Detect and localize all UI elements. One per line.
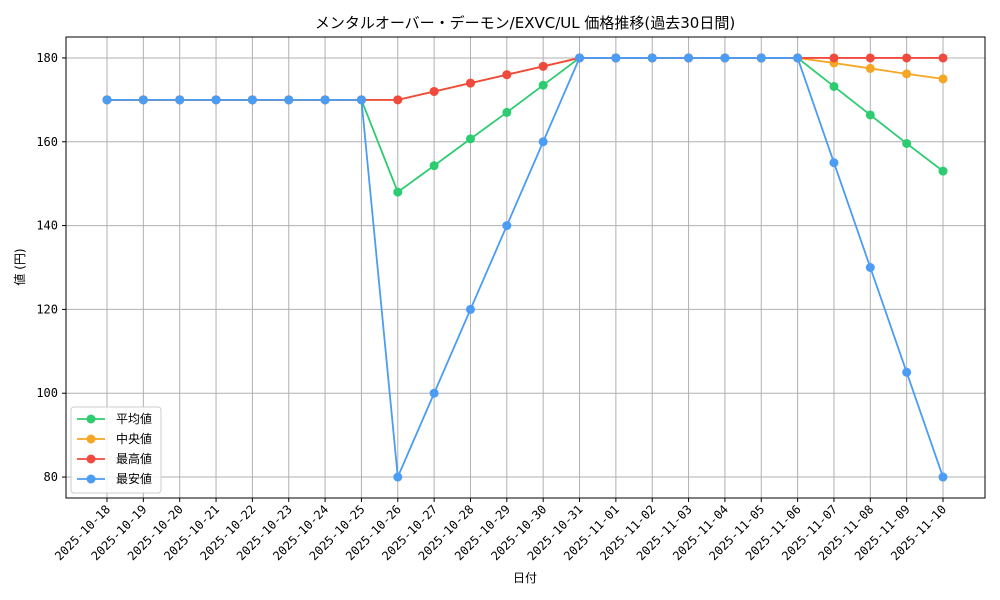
- data-point: [938, 74, 948, 84]
- legend-item: 中央値: [77, 431, 152, 446]
- legend-item: 最安値: [77, 471, 152, 486]
- series-line: [107, 57, 944, 194]
- data-point: [865, 63, 875, 73]
- data-point: [429, 388, 439, 398]
- legend-label: 平均値: [116, 411, 152, 426]
- data-point: [902, 69, 912, 79]
- data-point: [538, 137, 548, 147]
- data-point: [102, 95, 112, 105]
- data-point: [211, 95, 221, 105]
- data-point: [756, 53, 766, 63]
- data-point: [247, 95, 257, 105]
- legend-item: 平均値: [77, 411, 152, 426]
- data-point: [538, 80, 548, 90]
- data-point: [393, 187, 403, 197]
- legend-box: [70, 406, 162, 494]
- data-point: [938, 53, 948, 63]
- data-point: [865, 263, 875, 272]
- x-axis-label: 日付: [513, 571, 537, 585]
- y-tick-label: 140: [36, 219, 58, 233]
- y-tick-label: 100: [36, 386, 58, 400]
- data-point: [647, 53, 657, 63]
- y-tick-label: 80: [44, 470, 58, 484]
- chart-title: メンタルオーバー・デーモン/EXVC/UL 価格推移(過去30日間): [315, 14, 735, 32]
- x-axis: 2025-10-182025-10-192025-10-202025-10-21…: [52, 498, 949, 563]
- data-point: [865, 53, 875, 63]
- series-3: [102, 53, 948, 482]
- series-line: [107, 57, 943, 101]
- data-point: [720, 53, 730, 63]
- data-point: [465, 304, 475, 314]
- legend-swatch-marker: [86, 434, 96, 444]
- data-point: [793, 53, 803, 63]
- plot-frame: [65, 36, 986, 499]
- data-point: [575, 53, 585, 63]
- series-line: [107, 57, 944, 101]
- legend-swatch-marker: [86, 454, 96, 464]
- data-point: [175, 95, 185, 105]
- data-point: [902, 138, 912, 148]
- data-point: [865, 110, 875, 120]
- y-tick-label: 180: [36, 51, 58, 65]
- y-axis: 80 100 120 140 160 180: [36, 51, 66, 484]
- data-point: [502, 107, 512, 117]
- data-point: [684, 53, 694, 63]
- data-point: [465, 134, 475, 144]
- legend-item: 最高値: [77, 451, 152, 466]
- data-point: [429, 161, 439, 171]
- y-tick-label: 160: [36, 135, 58, 149]
- data-point: [538, 61, 548, 71]
- data-point: [320, 95, 330, 105]
- data-point: [393, 95, 403, 105]
- data-point: [902, 53, 912, 63]
- grid: [66, 37, 985, 498]
- data-point: [938, 166, 948, 176]
- legend-swatch-marker: [86, 474, 96, 484]
- data-point: [502, 221, 512, 231]
- data-point: [829, 81, 839, 91]
- data-point: [502, 70, 512, 80]
- data-point: [429, 86, 439, 96]
- y-axis-label: 値 (円): [12, 248, 27, 285]
- data-point: [611, 53, 621, 63]
- data-point: [393, 472, 403, 482]
- data-point: [829, 53, 839, 63]
- data-point: [284, 95, 294, 105]
- data-point: [138, 95, 148, 105]
- data-point: [356, 95, 366, 105]
- series-layer: [102, 53, 948, 482]
- series-line: [107, 57, 944, 478]
- legend-label: 最高値: [116, 451, 152, 466]
- legend-label: 最安値: [116, 471, 152, 486]
- legend-swatch-marker: [86, 414, 96, 424]
- legend-label: 中央値: [116, 431, 152, 446]
- data-point: [902, 367, 912, 377]
- data-point: [465, 78, 475, 88]
- data-point: [938, 472, 948, 482]
- data-point: [829, 158, 839, 168]
- series-1: [102, 53, 948, 105]
- y-tick-label: 120: [36, 302, 58, 316]
